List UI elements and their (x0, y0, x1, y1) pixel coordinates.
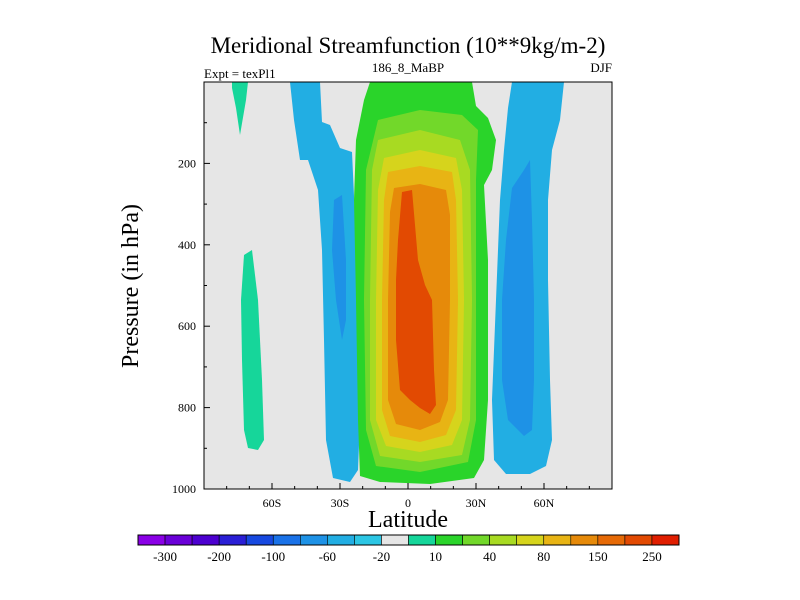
x-tick-label: 60S (263, 496, 282, 510)
colorbar-swatch (272, 534, 301, 546)
colorbar-swatch (543, 534, 572, 546)
colorbar-swatch (299, 534, 328, 546)
colorbar-swatch (164, 534, 193, 546)
colorbar-swatch (597, 534, 626, 546)
colorbar-swatches (137, 534, 680, 546)
y-tick-label: 800 (178, 401, 196, 415)
x-tick-label: 30N (466, 496, 487, 510)
colorbar: -300 -200 -100 -60 -20 10 40 80 150 250 (137, 534, 680, 564)
colorbar-swatch (245, 534, 274, 546)
x-tick-label: 30S (331, 496, 350, 510)
y-axis-label: Pressure (in hPa) (118, 204, 144, 368)
colorbar-label: -200 (207, 549, 231, 564)
colorbar-swatch (516, 534, 545, 546)
colorbar-swatch (435, 534, 463, 546)
y-tick-label: 1000 (172, 482, 196, 496)
colorbar-label: 150 (588, 549, 608, 564)
colorbar-swatch (570, 534, 599, 546)
colorbar-swatch (381, 534, 409, 546)
colorbar-label: 80 (537, 549, 550, 564)
subtitle-center: 186_8_MaBP (372, 60, 444, 75)
colorbar-swatch (137, 534, 166, 546)
x-tick-label: 60N (534, 496, 555, 510)
colorbar-swatch (327, 534, 355, 546)
colorbar-swatch (462, 534, 490, 546)
y-tick-label: 600 (178, 319, 196, 333)
x-axis: 60S 30S 0 30N 60N (263, 483, 555, 510)
contour-sh-inner (332, 195, 346, 340)
subtitle-left: Expt = texPl1 (204, 66, 276, 81)
colorbar-swatch (354, 534, 382, 546)
colorbar-swatch (218, 534, 247, 546)
colorbar-label: 40 (483, 549, 496, 564)
colorbar-label: 10 (429, 549, 442, 564)
colorbar-label: -100 (261, 549, 285, 564)
x-axis-label: Latitude (368, 507, 448, 533)
plot-area: 60S 30S 0 30N 60N 200 400 600 800 1000 (172, 81, 613, 510)
colorbar-label: -20 (373, 549, 390, 564)
x-tick-label: 0 (405, 496, 411, 510)
colorbar-labels: -300 -200 -100 -60 -20 10 40 80 150 250 (153, 549, 662, 564)
colorbar-swatch (408, 534, 436, 546)
colorbar-swatch (624, 534, 653, 546)
subtitle-right: DJF (590, 60, 612, 75)
colorbar-swatch (489, 534, 517, 546)
y-tick-label: 400 (178, 238, 196, 252)
chart-title: Meridional Streamfunction (10**9kg/m-2) (211, 33, 606, 58)
colorbar-label: 250 (642, 549, 662, 564)
colorbar-frame (137, 534, 680, 546)
contour-sh-outer (290, 82, 360, 482)
colorbar-swatch (191, 534, 220, 546)
y-axis: 200 400 600 800 1000 (172, 156, 210, 496)
colorbar-swatch (651, 534, 680, 546)
contour-left-high (232, 82, 248, 135)
colorbar-label: -60 (319, 549, 336, 564)
colorbar-label: -300 (153, 549, 177, 564)
contour-tropics-core (396, 190, 436, 414)
contour-left-mid (241, 250, 264, 450)
contour-fills (232, 82, 564, 484)
y-tick-label: 200 (178, 156, 196, 170)
contour-nh-inner (502, 160, 534, 436)
